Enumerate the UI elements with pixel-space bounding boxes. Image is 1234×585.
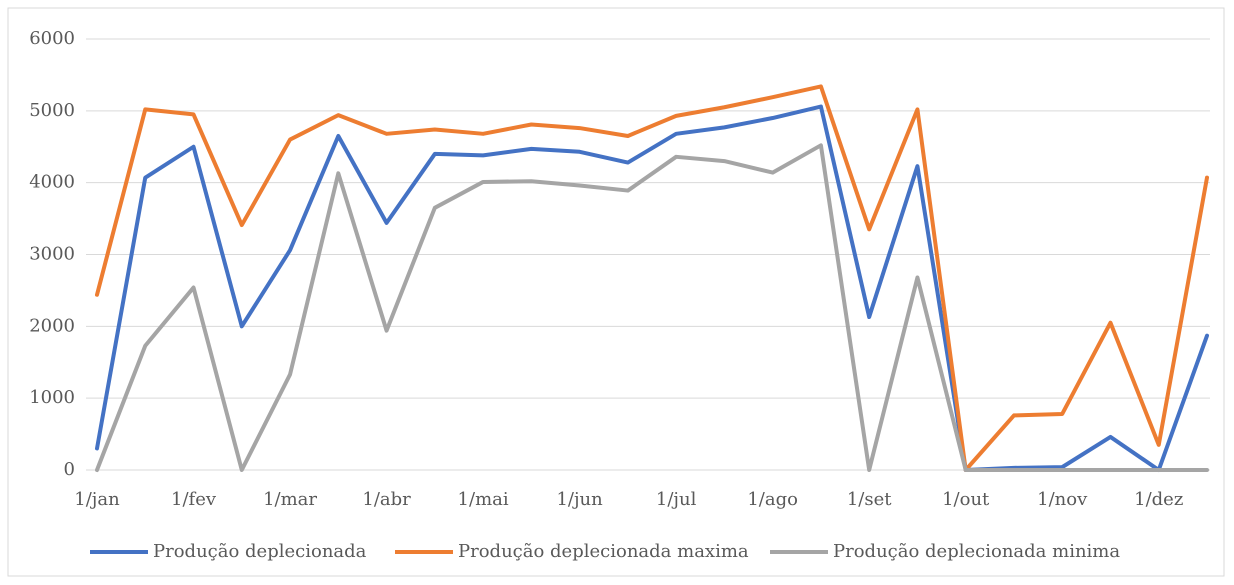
chart-border [7, 7, 1225, 577]
y-tick-label: 3000 [29, 244, 75, 265]
x-tick-label: 1/mar [263, 489, 317, 510]
y-tick-label: 5000 [29, 100, 75, 121]
x-tick-label: 1/abr [362, 489, 411, 510]
y-tick-label: 1000 [29, 387, 75, 408]
legend-label: Produção deplecionada minima [833, 541, 1120, 562]
series-line [95, 143, 1209, 472]
x-tick-label: 1/dez [1134, 489, 1183, 510]
series-line [95, 84, 1209, 472]
x-tick-label: 1/mai [458, 489, 509, 510]
y-tick-label: 2000 [29, 315, 75, 336]
y-tick-label: 0 [64, 459, 75, 480]
legend-label: Produção deplecionada maxima [458, 541, 749, 562]
x-tick-label: 1/jun [556, 489, 603, 510]
legend-label: Produção deplecionada [153, 541, 367, 562]
x-tick-label: 1/nov [1037, 489, 1088, 510]
x-tick-label: 1/fev [171, 489, 217, 510]
y-tick-label: 6000 [29, 28, 75, 49]
x-tick-label: 1/out [942, 489, 990, 510]
x-tick-label: 1/jan [74, 489, 120, 510]
x-tick-label: 1/ago [747, 489, 798, 510]
x-tick-label: 1/set [847, 489, 892, 510]
series-line [95, 104, 1209, 472]
y-tick-label: 4000 [29, 172, 75, 193]
x-tick-label: 1/jul [656, 489, 697, 510]
